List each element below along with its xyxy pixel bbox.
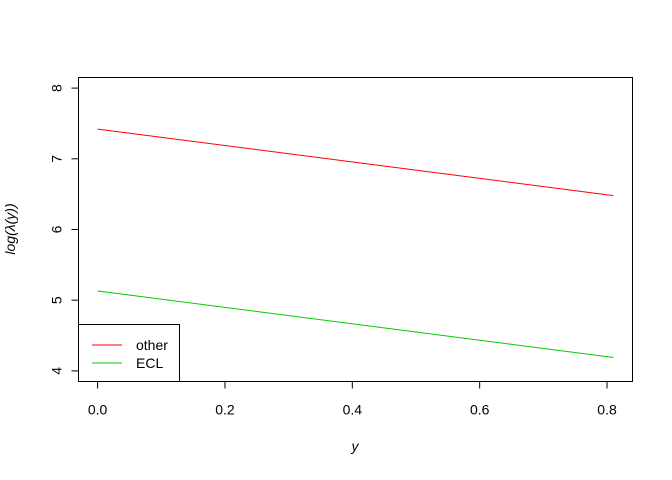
- x-tick-label: 0.2: [215, 402, 235, 418]
- y-tick-label: 4: [49, 367, 65, 375]
- series-line-ecl: [97, 290, 614, 358]
- y-tick-label: 5: [49, 296, 65, 304]
- y-tick-label: 7: [49, 155, 65, 163]
- legend: other ECL: [78, 324, 180, 382]
- x-tick-label: 0.8: [597, 402, 617, 418]
- y-axis: 4 5 6 7 8: [49, 84, 79, 375]
- series-layer: [97, 128, 614, 358]
- x-tick-label: 0.0: [88, 402, 108, 418]
- legend-box: [78, 324, 180, 382]
- x-tick-label: 0.6: [470, 402, 490, 418]
- y-axis-title: log(λ(y)): [2, 203, 18, 254]
- legend-label-ecl: ECL: [136, 355, 163, 371]
- x-tick-label: 0.4: [343, 402, 363, 418]
- x-axis: 0.0 0.2 0.4 0.6 0.8: [88, 381, 617, 418]
- y-tick-label: 6: [49, 225, 65, 233]
- series-line-other: [97, 128, 614, 197]
- y-tick-label: 8: [49, 84, 65, 92]
- legend-label-other: other: [136, 337, 168, 353]
- x-axis-title: y: [351, 438, 360, 454]
